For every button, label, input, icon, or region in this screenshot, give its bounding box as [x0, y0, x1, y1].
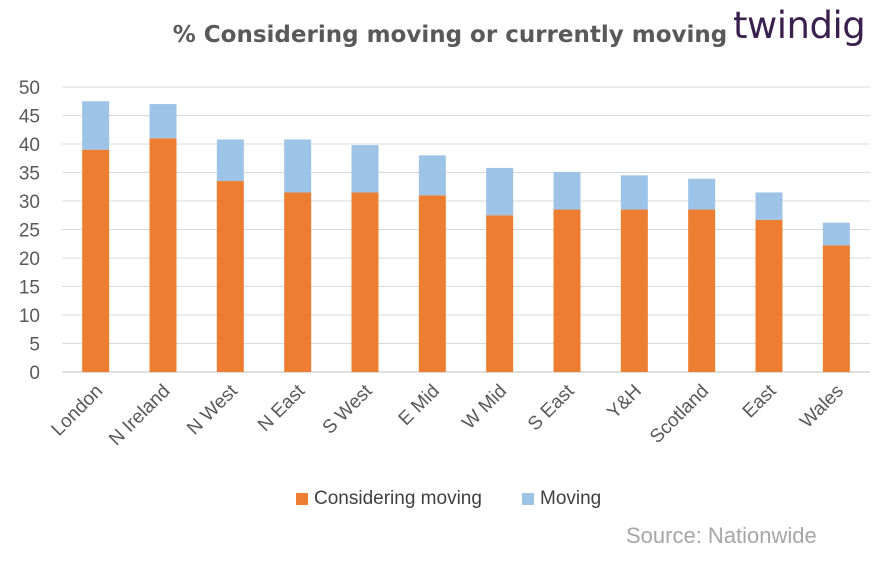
legend-item-considering: Considering moving — [296, 488, 482, 510]
bar-moving — [149, 104, 177, 139]
y-tick-label: 35 — [19, 164, 40, 185]
legend-swatch-considering — [296, 493, 308, 505]
bar-considering-moving — [553, 209, 581, 372]
legend-item-moving: Moving — [522, 488, 601, 510]
bar-moving — [553, 171, 581, 210]
bars — [82, 101, 850, 372]
x-tick-label: Scotland — [646, 381, 713, 448]
y-tick-label: 0 — [29, 363, 40, 384]
y-tick-label: 5 — [29, 335, 40, 356]
x-tick-label: Y&H — [603, 381, 645, 423]
y-tick-label: 10 — [19, 306, 40, 327]
legend-label-considering: Considering moving — [314, 488, 482, 509]
bar-moving — [486, 167, 514, 216]
bar-considering-moving — [418, 195, 446, 372]
twindig-logo: twindig — [733, 4, 866, 47]
bar-moving — [216, 139, 244, 182]
bar-considering-moving — [486, 215, 514, 372]
legend-swatch-moving — [522, 493, 534, 505]
x-tick-label: S East — [524, 380, 579, 435]
bar-considering-moving — [688, 209, 716, 372]
y-axis-ticks: 0 5 10 15 20 25 30 35 40 45 50 — [19, 78, 40, 384]
y-tick-label: 45 — [19, 107, 40, 128]
x-tick-label: W Mid — [458, 381, 511, 434]
bar-moving — [755, 192, 783, 220]
bar-considering-moving — [82, 149, 110, 372]
y-tick-label: 25 — [19, 221, 40, 242]
bar-moving — [688, 178, 716, 210]
bar-moving — [620, 175, 648, 210]
bar-considering-moving — [149, 138, 177, 372]
bar-moving — [418, 155, 446, 196]
bar-considering-moving — [822, 245, 850, 372]
bar-moving — [82, 101, 110, 150]
x-tick-label: N West — [183, 380, 242, 439]
gridlines — [62, 86, 870, 373]
bar-moving — [284, 139, 312, 193]
bar-considering-moving — [284, 192, 312, 372]
x-tick-label: London — [48, 381, 108, 441]
bar-considering-moving — [216, 181, 244, 372]
bar-moving — [351, 145, 379, 193]
y-tick-label: 30 — [19, 192, 40, 213]
source-note: Source: Nationwide — [626, 523, 817, 548]
x-tick-label: N Ireland — [105, 381, 174, 450]
bar-moving — [822, 222, 850, 246]
bar-considering-moving — [755, 219, 783, 372]
chart-title: % Considering moving or currently moving — [172, 22, 728, 48]
bar-considering-moving — [351, 192, 379, 372]
x-tick-label: E Mid — [395, 381, 444, 430]
bar-considering-moving — [620, 209, 648, 372]
y-tick-label: 50 — [19, 78, 40, 99]
y-tick-label: 15 — [19, 278, 40, 299]
legend-label-moving: Moving — [540, 488, 602, 509]
y-tick-label: 40 — [19, 135, 40, 156]
x-tick-label: N East — [254, 380, 310, 436]
x-tick-label: S West — [319, 380, 377, 438]
x-tick-label: East — [739, 380, 781, 422]
legend: Considering moving Moving — [0, 488, 896, 516]
x-tick-label: Wales — [796, 381, 848, 433]
y-tick-label: 20 — [19, 249, 40, 270]
